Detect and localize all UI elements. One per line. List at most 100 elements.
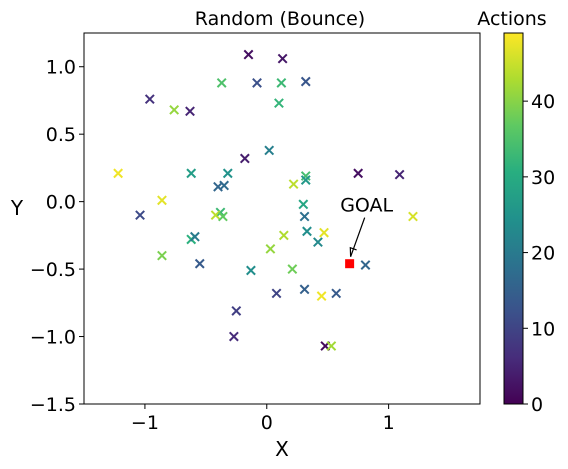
data-point bbox=[217, 211, 228, 222]
y-axis-ticks: 1.0 0.5 0.0 −0.5 −1.0 −1.5 bbox=[30, 57, 84, 416]
data-point-stroke bbox=[217, 211, 228, 222]
data-point bbox=[276, 78, 287, 88]
data-point bbox=[264, 145, 275, 156]
data-point bbox=[394, 169, 405, 180]
data-point bbox=[300, 76, 311, 87]
data-point bbox=[252, 78, 262, 88]
goal-arrow-head bbox=[349, 246, 357, 257]
data-point-stroke bbox=[213, 181, 223, 192]
data-point-stroke bbox=[144, 94, 155, 105]
data-point bbox=[239, 153, 250, 164]
data-point bbox=[300, 175, 311, 185]
data-point-stroke bbox=[277, 53, 288, 64]
y-tick-label: −1.5 bbox=[30, 394, 76, 416]
y-tick-label: 1.0 bbox=[46, 57, 76, 79]
data-point-stroke bbox=[135, 210, 145, 221]
data-point-stroke bbox=[228, 331, 239, 342]
data-point-stroke bbox=[299, 284, 310, 295]
data-point-stroke bbox=[276, 78, 287, 88]
data-point-stroke bbox=[394, 169, 405, 180]
data-point-stroke bbox=[157, 250, 167, 261]
colorbar-tick-label: 30 bbox=[531, 167, 555, 189]
data-point-stroke bbox=[186, 168, 197, 179]
data-point bbox=[302, 226, 312, 237]
y-tick-label: −1.0 bbox=[30, 327, 76, 349]
data-point bbox=[274, 98, 284, 109]
data-point-stroke bbox=[288, 179, 299, 190]
data-point bbox=[271, 288, 282, 299]
data-point-stroke bbox=[210, 210, 221, 221]
data-point bbox=[353, 168, 364, 179]
y-tick-label: −0.5 bbox=[30, 259, 76, 281]
data-point-stroke bbox=[239, 153, 250, 164]
data-point-stroke bbox=[271, 288, 282, 299]
data-point-stroke bbox=[300, 175, 311, 185]
data-point-stroke bbox=[287, 264, 298, 274]
x-tick-label: −1 bbox=[131, 412, 159, 434]
data-point-stroke bbox=[299, 211, 310, 222]
x-tick-label: 0 bbox=[261, 412, 273, 434]
data-point bbox=[287, 264, 298, 274]
data-point bbox=[231, 306, 242, 316]
data-point bbox=[216, 78, 227, 88]
goal-layer: GOAL bbox=[340, 195, 394, 269]
y-tick-label: 0.0 bbox=[46, 192, 76, 214]
data-point-stroke bbox=[278, 230, 289, 241]
colorbar-ticks: 0 10 20 30 40 bbox=[523, 91, 555, 416]
data-point-stroke bbox=[316, 291, 327, 301]
data-point bbox=[194, 258, 205, 269]
data-point-stroke bbox=[274, 98, 284, 109]
data-point bbox=[299, 284, 310, 295]
colorbar-tick-label: 10 bbox=[531, 318, 555, 340]
x-tick-label: 1 bbox=[383, 412, 395, 434]
goal-marker bbox=[345, 259, 355, 269]
data-point bbox=[277, 53, 288, 64]
x-axis-label: X bbox=[275, 437, 289, 461]
data-point-stroke bbox=[189, 231, 200, 242]
data-point bbox=[189, 231, 200, 242]
goal-arrow-shaft bbox=[350, 217, 366, 257]
x-axis-ticks: −1 0 1 bbox=[131, 404, 395, 434]
data-point bbox=[228, 331, 239, 342]
data-point-stroke bbox=[243, 49, 254, 60]
y-tick-label: 0.5 bbox=[46, 124, 76, 146]
data-point bbox=[169, 104, 180, 115]
data-point-stroke bbox=[302, 226, 312, 237]
data-point-stroke bbox=[265, 243, 276, 254]
data-point bbox=[326, 341, 337, 351]
data-point bbox=[210, 210, 221, 221]
data-point-stroke bbox=[157, 195, 167, 206]
data-point-stroke bbox=[222, 168, 233, 179]
y-axis-label: Y bbox=[10, 196, 24, 220]
data-point-stroke bbox=[231, 306, 242, 316]
data-point-stroke bbox=[246, 265, 256, 276]
data-point-stroke bbox=[300, 171, 311, 181]
data-point bbox=[265, 243, 276, 254]
data-point bbox=[300, 171, 311, 181]
data-point-stroke bbox=[194, 258, 205, 269]
data-point bbox=[298, 199, 309, 210]
colorbar-label: Actions bbox=[477, 8, 546, 30]
data-point-stroke bbox=[326, 341, 337, 351]
data-point bbox=[408, 211, 418, 222]
data-point bbox=[243, 49, 254, 60]
data-point bbox=[213, 181, 223, 192]
data-point bbox=[185, 106, 195, 117]
data-point bbox=[113, 168, 124, 179]
data-point-stroke bbox=[215, 207, 226, 218]
data-point bbox=[360, 260, 371, 270]
data-point-stroke bbox=[360, 260, 371, 270]
data-point-stroke bbox=[353, 168, 364, 179]
goal-label: GOAL bbox=[340, 195, 393, 217]
data-point-stroke bbox=[264, 145, 275, 156]
data-point-stroke bbox=[298, 199, 309, 210]
data-point bbox=[222, 168, 233, 179]
colorbar-tick-label: 0 bbox=[531, 394, 543, 416]
colorbar-tick-label: 20 bbox=[531, 243, 555, 265]
data-point bbox=[316, 291, 327, 301]
data-point-stroke bbox=[408, 211, 418, 222]
data-point bbox=[144, 94, 155, 105]
chart-title: Random (Bounce) bbox=[195, 8, 365, 30]
data-point bbox=[135, 210, 145, 221]
